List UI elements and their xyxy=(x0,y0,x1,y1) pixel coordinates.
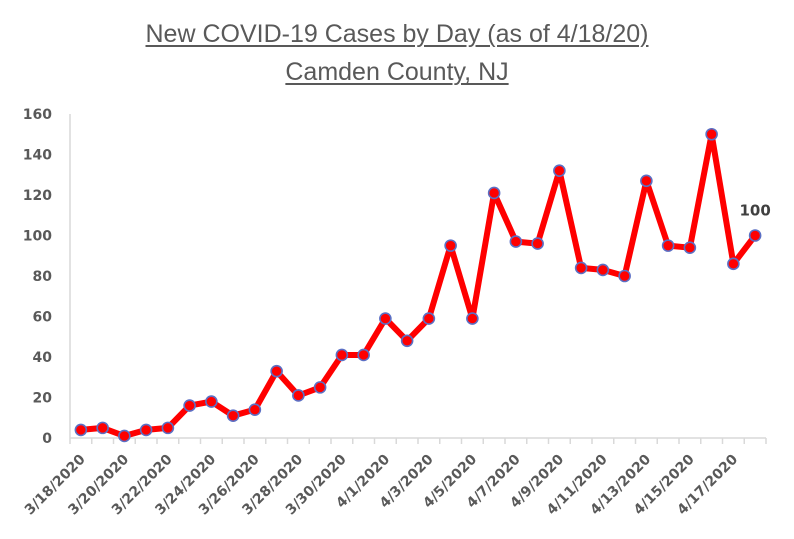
data-point xyxy=(205,395,218,408)
series-markers xyxy=(74,127,762,443)
data-point xyxy=(618,269,631,283)
data-point xyxy=(531,237,544,250)
data-point xyxy=(727,257,740,271)
y-tick-label: 0 xyxy=(42,431,52,447)
y-tick-label: 20 xyxy=(33,391,53,407)
data-point xyxy=(139,423,153,437)
data-point xyxy=(357,348,370,362)
data-point xyxy=(226,409,240,423)
data-labels: 100 xyxy=(739,202,770,220)
data-point xyxy=(270,364,283,378)
data-point xyxy=(487,186,501,200)
data-point xyxy=(574,261,588,275)
data-point xyxy=(661,239,675,252)
y-axis: 0 20 40 60 80 100 120 140 160 xyxy=(23,107,52,447)
y-tick-label: 160 xyxy=(23,107,52,123)
data-point xyxy=(379,312,392,325)
data-point xyxy=(74,423,88,437)
data-point xyxy=(640,174,653,188)
data-point xyxy=(705,127,718,141)
y-tick-label: 140 xyxy=(23,148,52,164)
data-point xyxy=(466,312,479,325)
data-point xyxy=(161,421,175,435)
data-point xyxy=(596,263,610,277)
data-label: 100 xyxy=(739,202,770,220)
series-line-new-cases xyxy=(80,131,758,439)
data-point xyxy=(422,312,436,325)
y-tick-label: 40 xyxy=(33,350,53,366)
data-point xyxy=(553,164,566,177)
data-point xyxy=(118,429,131,443)
data-point xyxy=(96,421,109,435)
data-point xyxy=(335,348,349,362)
data-point xyxy=(248,403,262,416)
chart-subtitle: Camden County, NJ xyxy=(285,58,509,86)
data-point xyxy=(183,399,196,412)
data-point xyxy=(748,229,762,242)
y-tick-label: 120 xyxy=(23,188,52,204)
data-point xyxy=(683,241,697,254)
data-point xyxy=(292,389,305,402)
x-axis: 3/18/20203/20/20203/22/20203/24/20203/26… xyxy=(22,438,767,518)
y-tick-label: 80 xyxy=(33,269,53,285)
data-point xyxy=(400,334,414,348)
data-point xyxy=(313,381,327,394)
y-tick-label: 60 xyxy=(33,310,53,326)
data-point xyxy=(509,235,523,248)
data-point xyxy=(444,239,457,252)
chart-title: New COVID-19 Cases by Day (as of 4/18/20… xyxy=(145,20,649,48)
y-tick-label: 100 xyxy=(23,229,52,245)
